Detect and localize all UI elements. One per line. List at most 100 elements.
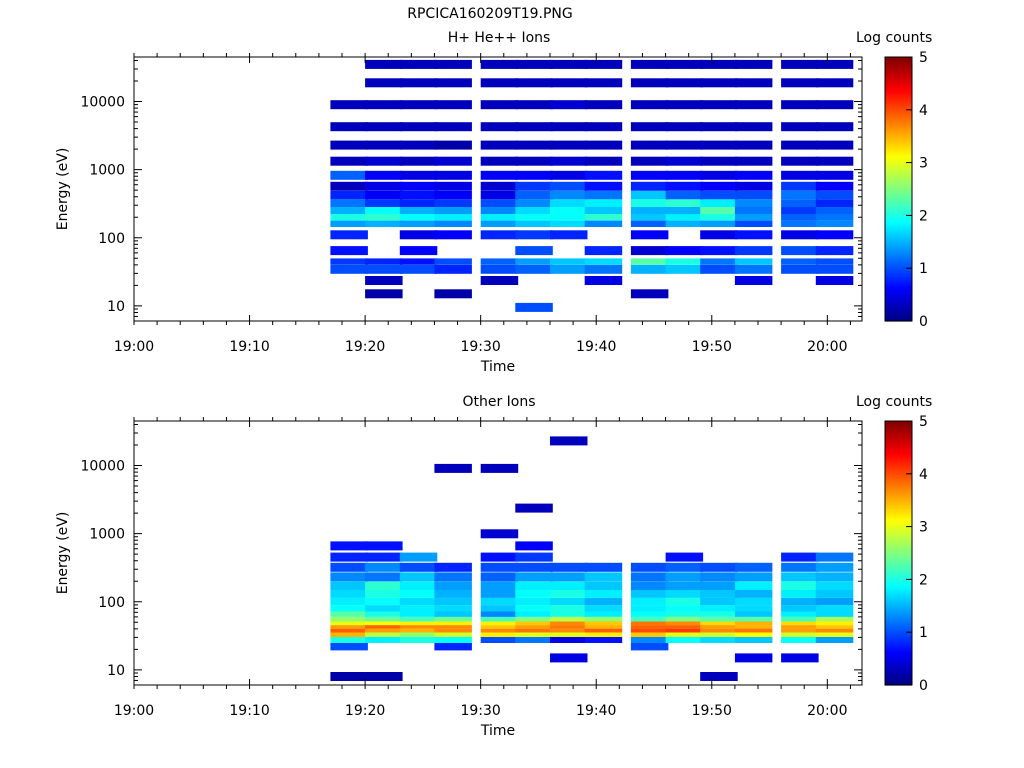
panel1-colorbar-segment <box>885 219 912 223</box>
panel1-cell <box>781 246 819 256</box>
panel2-cell <box>584 625 623 629</box>
panel1-cell <box>665 246 704 256</box>
panel1-cell <box>584 122 623 132</box>
panel2-colorbar-segment <box>885 537 912 541</box>
panel1-cell <box>630 122 669 132</box>
panel1-colorbar-segment <box>885 129 912 133</box>
panel2-plot-frame <box>133 420 863 686</box>
panel2-colorbar-segment <box>885 469 912 473</box>
panel2-colorbar-segment <box>885 480 912 484</box>
panel2-cell <box>330 632 368 637</box>
panel2-cell <box>815 597 854 606</box>
panel1-cell <box>700 122 738 132</box>
panel1-cell <box>700 156 738 166</box>
panel1-cell <box>665 170 704 180</box>
panel1-cell <box>434 207 472 214</box>
panel2-cell <box>781 617 819 622</box>
panel2-colorbar-segment <box>885 533 912 536</box>
panel1-cell <box>365 156 403 166</box>
panel2-cell <box>550 628 588 633</box>
panel2-colorbar-segment <box>885 517 912 521</box>
panel2-cell <box>815 572 854 582</box>
panel2-cell <box>365 572 403 582</box>
panel2-cell <box>665 632 704 637</box>
panel1-colorbar-segment <box>885 268 912 271</box>
panel2-colorbar-segment <box>885 594 912 598</box>
panel2-colorbar-segment <box>885 515 912 519</box>
panel2-cell <box>550 617 588 622</box>
panel2-cell <box>330 572 368 582</box>
panel2-colorbar-segment <box>885 647 912 651</box>
panel1-cell <box>630 78 669 88</box>
panel2-colorbar-segment <box>885 432 912 435</box>
panel1-cell <box>480 276 519 285</box>
panel2-colorbar-segment <box>885 456 912 459</box>
panel1-cell <box>700 258 738 265</box>
panel2-colorbar-segment <box>885 625 912 629</box>
panel2-cell <box>665 628 704 633</box>
panel2-cell <box>734 632 773 637</box>
panel2-cell <box>365 590 403 598</box>
panel1-colorbar-segment <box>885 90 912 93</box>
panel1-cell <box>515 181 553 191</box>
panel2-colorbar-segment <box>885 612 912 616</box>
panel2-cell <box>550 632 588 637</box>
panel1-cell <box>734 246 773 256</box>
panel2-cell <box>815 552 854 562</box>
panel1-colorbar-segment <box>885 175 912 179</box>
panel2-colorbar-segment <box>885 550 912 554</box>
panel2-colorbar-segment <box>885 632 912 635</box>
panel1-x-tick-label: 19:30 <box>460 339 500 355</box>
panel1-cell <box>480 264 519 274</box>
panel1-cell <box>550 220 588 227</box>
panel1-colorbar-segment <box>885 222 912 225</box>
panel2-colorbar-segment <box>885 592 912 596</box>
panel2-colorbar-segment <box>885 559 912 563</box>
panel2-cell <box>700 611 738 617</box>
panel1-cell <box>815 199 854 207</box>
panel1-colorbar-segment <box>885 74 912 78</box>
panel1-cell <box>781 191 819 200</box>
panel1-cell <box>584 246 623 256</box>
panel1-colorbar-segment <box>885 250 912 254</box>
panel1-cell <box>480 100 519 110</box>
panel1-cell <box>550 156 588 166</box>
panel2-cell <box>815 562 854 572</box>
panel1-cell <box>365 258 403 265</box>
panel2-cell <box>700 572 738 582</box>
panel2-cell <box>365 597 403 606</box>
panel1-colorbar-segment <box>885 92 912 95</box>
panel1-colorbar-segment <box>885 164 912 168</box>
panel2-cell <box>700 597 738 606</box>
panel2-cell <box>630 581 669 590</box>
panel1-colorbar-segment <box>885 202 912 205</box>
panel2-colorbar-segment <box>885 465 912 468</box>
panel2-cell <box>550 572 588 582</box>
panel1-cell <box>665 264 704 274</box>
panel1-cell <box>665 199 704 207</box>
panel2-cell <box>365 637 403 643</box>
panel1-cell <box>630 140 669 150</box>
panel1-cell <box>700 59 738 69</box>
panel2-cell <box>515 625 553 629</box>
panel2-cell <box>734 581 773 590</box>
panel2-colorbar-segment <box>885 504 912 508</box>
panel1-cell <box>815 246 854 256</box>
panel1-cell <box>630 220 669 227</box>
panel1-cell <box>480 230 519 240</box>
panel1-colorbar-segment <box>885 285 912 289</box>
panel1-cell <box>365 122 403 132</box>
panel1-cell <box>330 264 368 274</box>
panel1-cell <box>434 191 472 200</box>
panel2-colorbar-segment <box>885 575 912 578</box>
panel1-cell <box>815 78 854 88</box>
panel1-cell <box>434 170 472 180</box>
panel2-cell <box>781 625 819 629</box>
panel1-cell <box>515 220 553 227</box>
panel2-cell <box>584 611 623 617</box>
panel2-cell <box>734 628 773 633</box>
panel1-cell <box>815 181 854 191</box>
panel2-colorbar-segment <box>885 638 912 642</box>
panel2-cell <box>330 581 368 590</box>
panel2-cell <box>781 637 819 643</box>
